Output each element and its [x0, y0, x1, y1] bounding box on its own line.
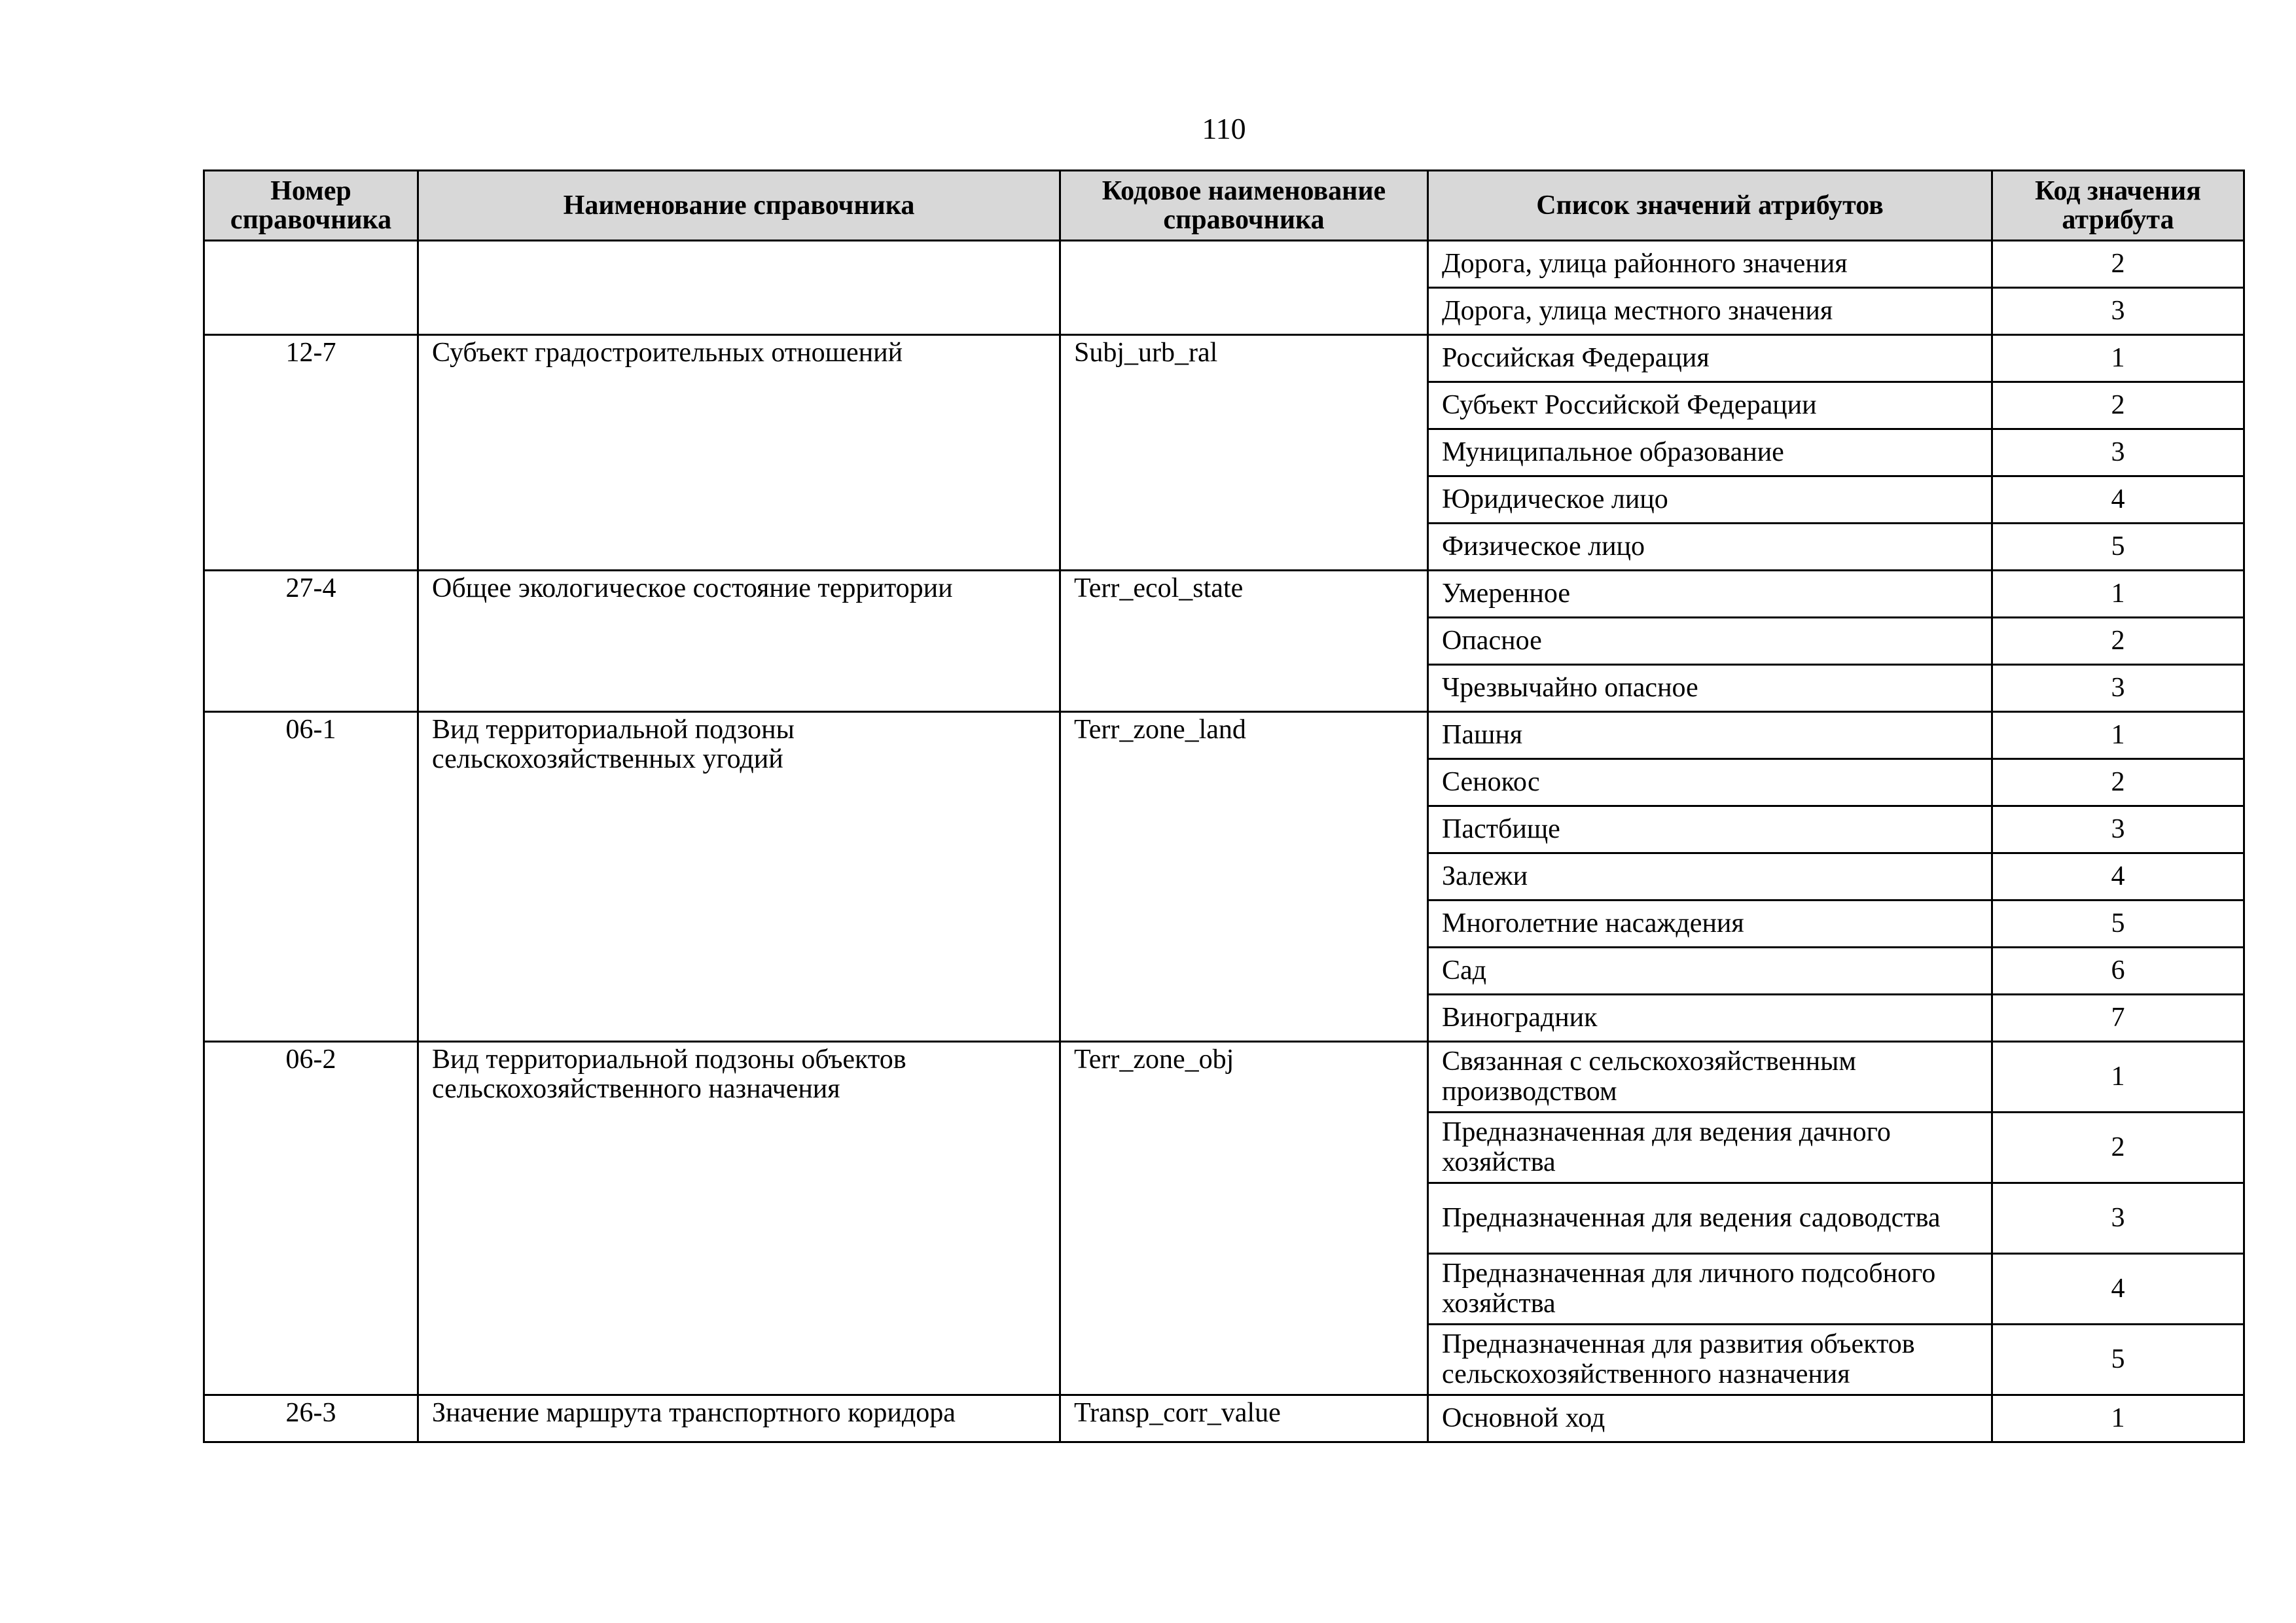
table-row: 12-7 Субъект градостроительных отношений S…	[203, 334, 2245, 571]
reference-name	[417, 240, 1061, 336]
table-row: Дорога, улица районного значения 2	[203, 240, 2245, 336]
attribute-value: Пастбище	[1427, 805, 1993, 854]
reference-name: Вид территориальной подзоны объектов сел…	[417, 1041, 1061, 1396]
reference-name: Общее экологическое состояние территории	[417, 569, 1061, 713]
attribute-code: 4	[1991, 1253, 2245, 1325]
attribute-value: Физическое лицо	[1427, 522, 1993, 571]
reference-name: Субъект градостроительных отношений	[417, 334, 1061, 571]
attribute-value: Юридическое лицо	[1427, 475, 1993, 524]
table-row: Предназначенная для ведения дачного хозя…	[204, 1111, 2245, 1184]
attribute-code: 4	[1991, 475, 2245, 524]
table-row: Виноградник 7	[204, 993, 2245, 1043]
table-row: Муниципальное образование 3	[204, 428, 2245, 477]
reference-number: 06-2	[203, 1041, 419, 1396]
attribute-code: 4	[1991, 852, 2245, 901]
attribute-code: 2	[1991, 240, 2245, 289]
reference-number	[203, 240, 419, 336]
table-row: Юридическое лицо 4	[204, 475, 2245, 524]
attribute-code: 3	[1991, 428, 2245, 477]
reference-code-name: Subj_urb_ral	[1059, 334, 1429, 571]
table-header-row: Номер справочника Наименование справочни…	[203, 169, 2245, 241]
table-row: Залежи 4	[204, 852, 2245, 901]
attribute-code: 2	[1991, 381, 2245, 430]
table-row: 06-2 Вид территориальной подзоны объектов…	[203, 1041, 2245, 1396]
reference-table: Номер справочника Наименование справочни…	[203, 169, 2245, 1443]
reference-number: 26-3	[203, 1394, 419, 1443]
attribute-value: Умеренное	[1427, 569, 1993, 618]
attribute-value: Пашня	[1427, 711, 1993, 760]
reference-name: Вид территориальной подзоны сельскохозяй…	[417, 711, 1061, 1043]
attribute-code: 2	[1991, 1111, 2245, 1184]
attribute-code: 6	[1991, 946, 2245, 995]
attribute-code: 1	[1991, 1394, 2245, 1443]
attribute-code: 3	[1991, 664, 2245, 713]
table-row: Субъект Российской Федерации 2	[204, 381, 2245, 430]
table-row: Пастбище 3	[204, 805, 2245, 854]
reference-code-name: Terr_ecol_state	[1059, 569, 1429, 713]
table-row: Многолетние насаждения 5	[204, 899, 2245, 948]
attribute-code: 5	[1991, 522, 2245, 571]
header-number: Номер справочника	[203, 169, 419, 241]
table-row: Сенокос 2	[204, 758, 2245, 807]
attribute-code: 1	[1991, 569, 2245, 618]
header-values: Список значений атрибутов	[1427, 169, 1993, 241]
reference-code-name: Transp_corr_value	[1059, 1394, 1429, 1443]
attribute-value: Чрезвычайно опасное	[1427, 664, 1993, 713]
attribute-value: Дорога, улица местного значения	[1427, 287, 1993, 336]
table-row: Дорога, улица местного значения 3	[204, 287, 2245, 336]
table-row: 26-3 Значение маршрута транспортного кори…	[203, 1394, 2245, 1443]
attribute-code: 2	[1991, 616, 2245, 666]
table-row: Предназначенная для личного подсобного х…	[204, 1253, 2245, 1325]
attribute-value: Сад	[1427, 946, 1993, 995]
attribute-code: 5	[1991, 1323, 2245, 1396]
header-value-code: Код значения атрибута	[1991, 169, 2245, 241]
attribute-code: 1	[1991, 334, 2245, 383]
attribute-value: Опасное	[1427, 616, 1993, 666]
attribute-code: 7	[1991, 993, 2245, 1043]
attribute-code: 2	[1991, 758, 2245, 807]
header-code-name: Кодовое наименование справочника	[1059, 169, 1429, 241]
reference-code-name: Terr_zone_obj	[1059, 1041, 1429, 1396]
attribute-value: Субъект Российской Федерации	[1427, 381, 1993, 430]
reference-code-name: Terr_zone_land	[1059, 711, 1429, 1043]
attribute-value: Предназначенная для личного подсобного х…	[1427, 1253, 1993, 1325]
attribute-value: Многолетние насаждения	[1427, 899, 1993, 948]
attribute-value: Залежи	[1427, 852, 1993, 901]
page-number: 110	[1202, 112, 1246, 145]
table-row: Опасное 2	[204, 616, 2245, 666]
table-row: Сад 6	[204, 946, 2245, 995]
attribute-value: Российская Федерация	[1427, 334, 1993, 383]
attribute-value: Предназначенная для развития объектов се…	[1427, 1323, 1993, 1396]
attribute-code: 1	[1991, 711, 2245, 760]
reference-number: 06-1	[203, 711, 419, 1043]
attribute-value: Предназначенная для ведения дачного хозя…	[1427, 1111, 1993, 1184]
reference-code-name	[1059, 240, 1429, 336]
table-row: 27-4 Общее экологическое состояние террит…	[203, 569, 2245, 713]
table-row: Предназначенная для развития объектов се…	[204, 1323, 2245, 1396]
attribute-value: Дорога, улица районного значения	[1427, 240, 1993, 289]
attribute-value: Виноградник	[1427, 993, 1993, 1043]
attribute-value: Муниципальное образование	[1427, 428, 1993, 477]
attribute-code: 3	[1991, 287, 2245, 336]
attribute-value: Сенокос	[1427, 758, 1993, 807]
table-row: Физическое лицо 5	[204, 522, 2245, 571]
attribute-code: 1	[1991, 1041, 2245, 1113]
attribute-code: 3	[1991, 805, 2245, 854]
reference-number: 12-7	[203, 334, 419, 571]
attribute-value: Основной ход	[1427, 1394, 1993, 1443]
attribute-value: Предназначенная для ведения садоводства	[1427, 1182, 1993, 1255]
header-name: Наименование справочника	[417, 169, 1061, 241]
reference-number: 27-4	[203, 569, 419, 713]
table-row: Чрезвычайно опасное 3	[204, 664, 2245, 713]
attribute-value: Связанная с сельскохозяйственным произво…	[1427, 1041, 1993, 1113]
attribute-code: 3	[1991, 1182, 2245, 1255]
reference-name: Значение маршрута транспортного коридора	[417, 1394, 1061, 1443]
table-row: 06-1 Вид территориальной подзоны сельскох…	[203, 711, 2245, 1043]
table-row: Предназначенная для ведения садоводства 3	[204, 1182, 2245, 1255]
attribute-code: 5	[1991, 899, 2245, 948]
